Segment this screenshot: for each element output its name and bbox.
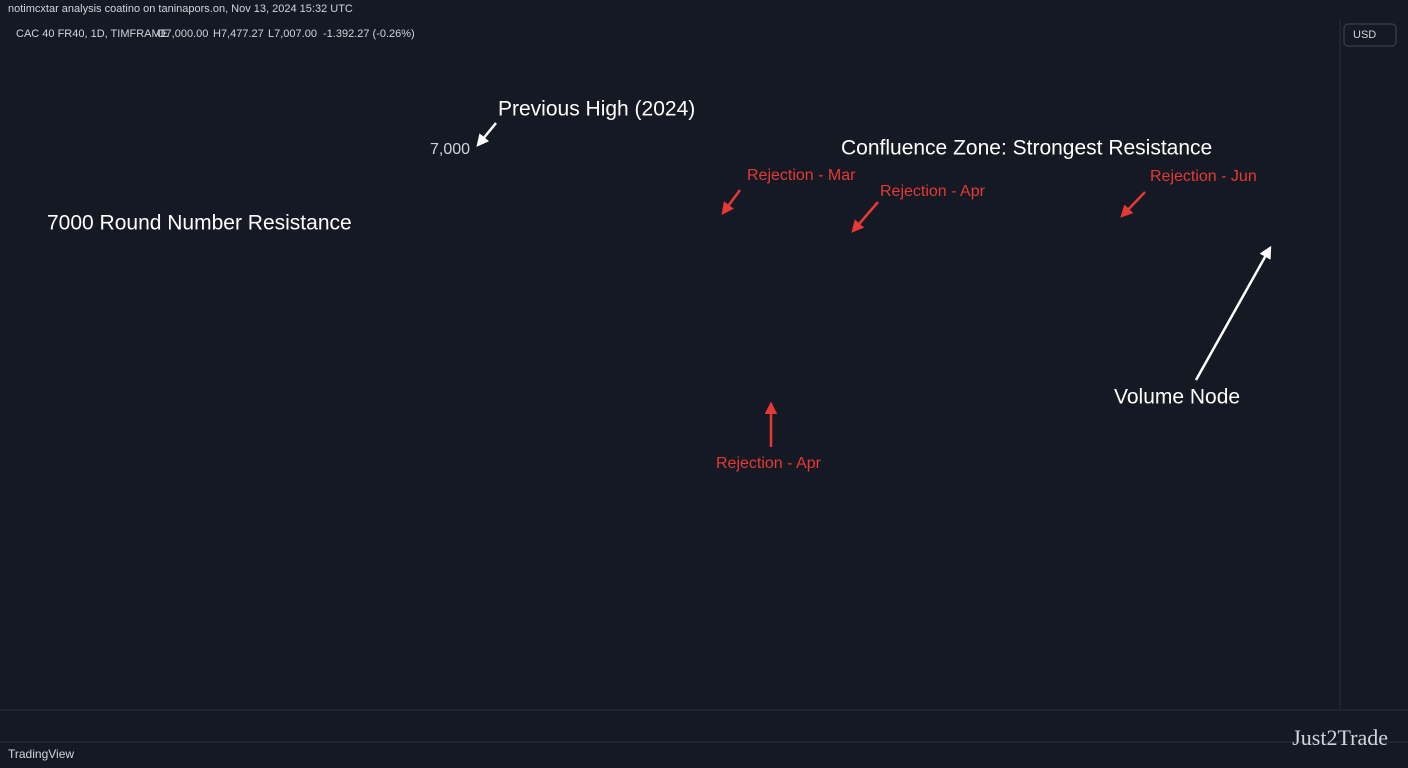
annotation: Confluence Zone: Strongest Resistance bbox=[841, 137, 1212, 160]
annotation: Rejection - Apr bbox=[716, 455, 822, 472]
arrow bbox=[476, 122, 497, 147]
annotation: Previous High (2024) bbox=[498, 98, 695, 121]
arrow bbox=[721, 189, 742, 216]
arrow bbox=[1194, 245, 1272, 381]
annotation: Rejection - Jun bbox=[1150, 168, 1257, 185]
brand: TradingView bbox=[8, 747, 74, 761]
annotation: Volume Node bbox=[1114, 386, 1240, 409]
change: -1.392.27 (-0.26%) bbox=[323, 28, 415, 40]
annotation: 7,000 bbox=[430, 141, 470, 158]
currency[interactable]: USD bbox=[1353, 29, 1376, 41]
annotations: Previous High (2024) 7,000 Confluence Zo… bbox=[47, 98, 1272, 472]
low: L7,007.00 bbox=[268, 28, 317, 40]
arrow bbox=[851, 201, 879, 233]
symbol: CAC 40 FR40, 1D, TIMFRAME bbox=[16, 28, 168, 40]
arrow bbox=[1120, 191, 1146, 218]
annotation: Rejection - Mar bbox=[747, 167, 856, 184]
header-title: notimcxtar analysis coatino on taninapor… bbox=[8, 3, 353, 15]
high: H7,477.27 bbox=[213, 28, 264, 40]
open: O7,000.00 bbox=[157, 28, 208, 40]
annotation: Rejection - Apr bbox=[880, 183, 986, 200]
annotation: 7000 Round Number Resistance bbox=[47, 212, 352, 235]
currency-box[interactable] bbox=[1343, 23, 1397, 47]
watermark: Just2Trade bbox=[1292, 725, 1388, 750]
